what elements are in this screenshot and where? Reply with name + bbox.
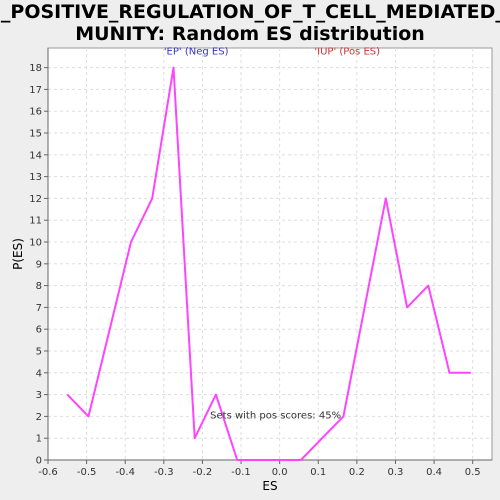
y-tick-label: 11 — [29, 216, 42, 227]
chart-title-line-1: GO_POSITIVE_REGULATION_OF_T_CELL_MEDIATE… — [0, 1, 500, 23]
x-tick-label: -0.3 — [154, 467, 174, 478]
annotation-text: 'EP' (Neg ES) — [164, 47, 229, 58]
x-tick-label: -0.6 — [38, 467, 58, 478]
y-tick-label: 9 — [36, 259, 42, 270]
y-tick-label: 5 — [36, 347, 42, 358]
y-tick-label: 0 — [36, 456, 42, 467]
x-tick-label: 0.1 — [310, 467, 326, 478]
y-tick-label: 13 — [29, 172, 42, 183]
y-tick-label: 12 — [29, 194, 42, 205]
x-tick-label: 0.3 — [388, 467, 404, 478]
y-tick-label: 1 — [36, 434, 42, 445]
y-tick-label: 14 — [29, 150, 42, 161]
y-tick-label: 7 — [36, 303, 42, 314]
series-layer — [66, 66, 471, 461]
y-tick-label: 8 — [36, 281, 42, 292]
axes: -0.6 -0.5 -0.4 -0.3 -0.2 -0.1 0.0 0.1 0.2 0.3 0.4 0… — [29, 48, 492, 478]
chart-title-line-2: MUNITY: Random ES distribution — [75, 23, 425, 45]
y-tick-label: 2 — [36, 412, 42, 423]
plot-area — [47, 47, 493, 461]
x-tick-label: 0.0 — [272, 467, 288, 478]
grid — [47, 48, 492, 461]
y-tick-label: 6 — [36, 325, 42, 336]
y-tick-label: 3 — [36, 390, 42, 401]
annotation-text: 'IUP' (Pos ES) — [314, 47, 380, 58]
x-tick-label: -0.4 — [115, 467, 135, 478]
x-tick-label: -0.5 — [77, 467, 97, 478]
annotation-text: Sets with pos scores: 45% — [210, 411, 341, 422]
y-axis-label: P(ES) — [11, 238, 25, 270]
x-tick-label: -0.2 — [193, 467, 213, 478]
y-tick-label: 17 — [29, 85, 42, 96]
y-tick-label: 16 — [29, 107, 42, 118]
x-tick-label: 0.2 — [349, 467, 365, 478]
y-tick-label: 4 — [36, 368, 42, 379]
x-tick-label: -0.1 — [231, 467, 251, 478]
y-tick-label: 10 — [29, 238, 42, 249]
y-tick-label: 15 — [29, 129, 42, 140]
x-axis-label: ES — [262, 479, 277, 493]
x-tick-label: 0.4 — [426, 467, 442, 478]
x-tick-label: 0.5 — [465, 467, 481, 478]
series-line — [66, 66, 471, 461]
annotations: 'EP' (Neg ES) 'IUP' (Pos ES) Sets with pos… — [164, 47, 380, 422]
y-tick-label: 18 — [29, 63, 42, 74]
